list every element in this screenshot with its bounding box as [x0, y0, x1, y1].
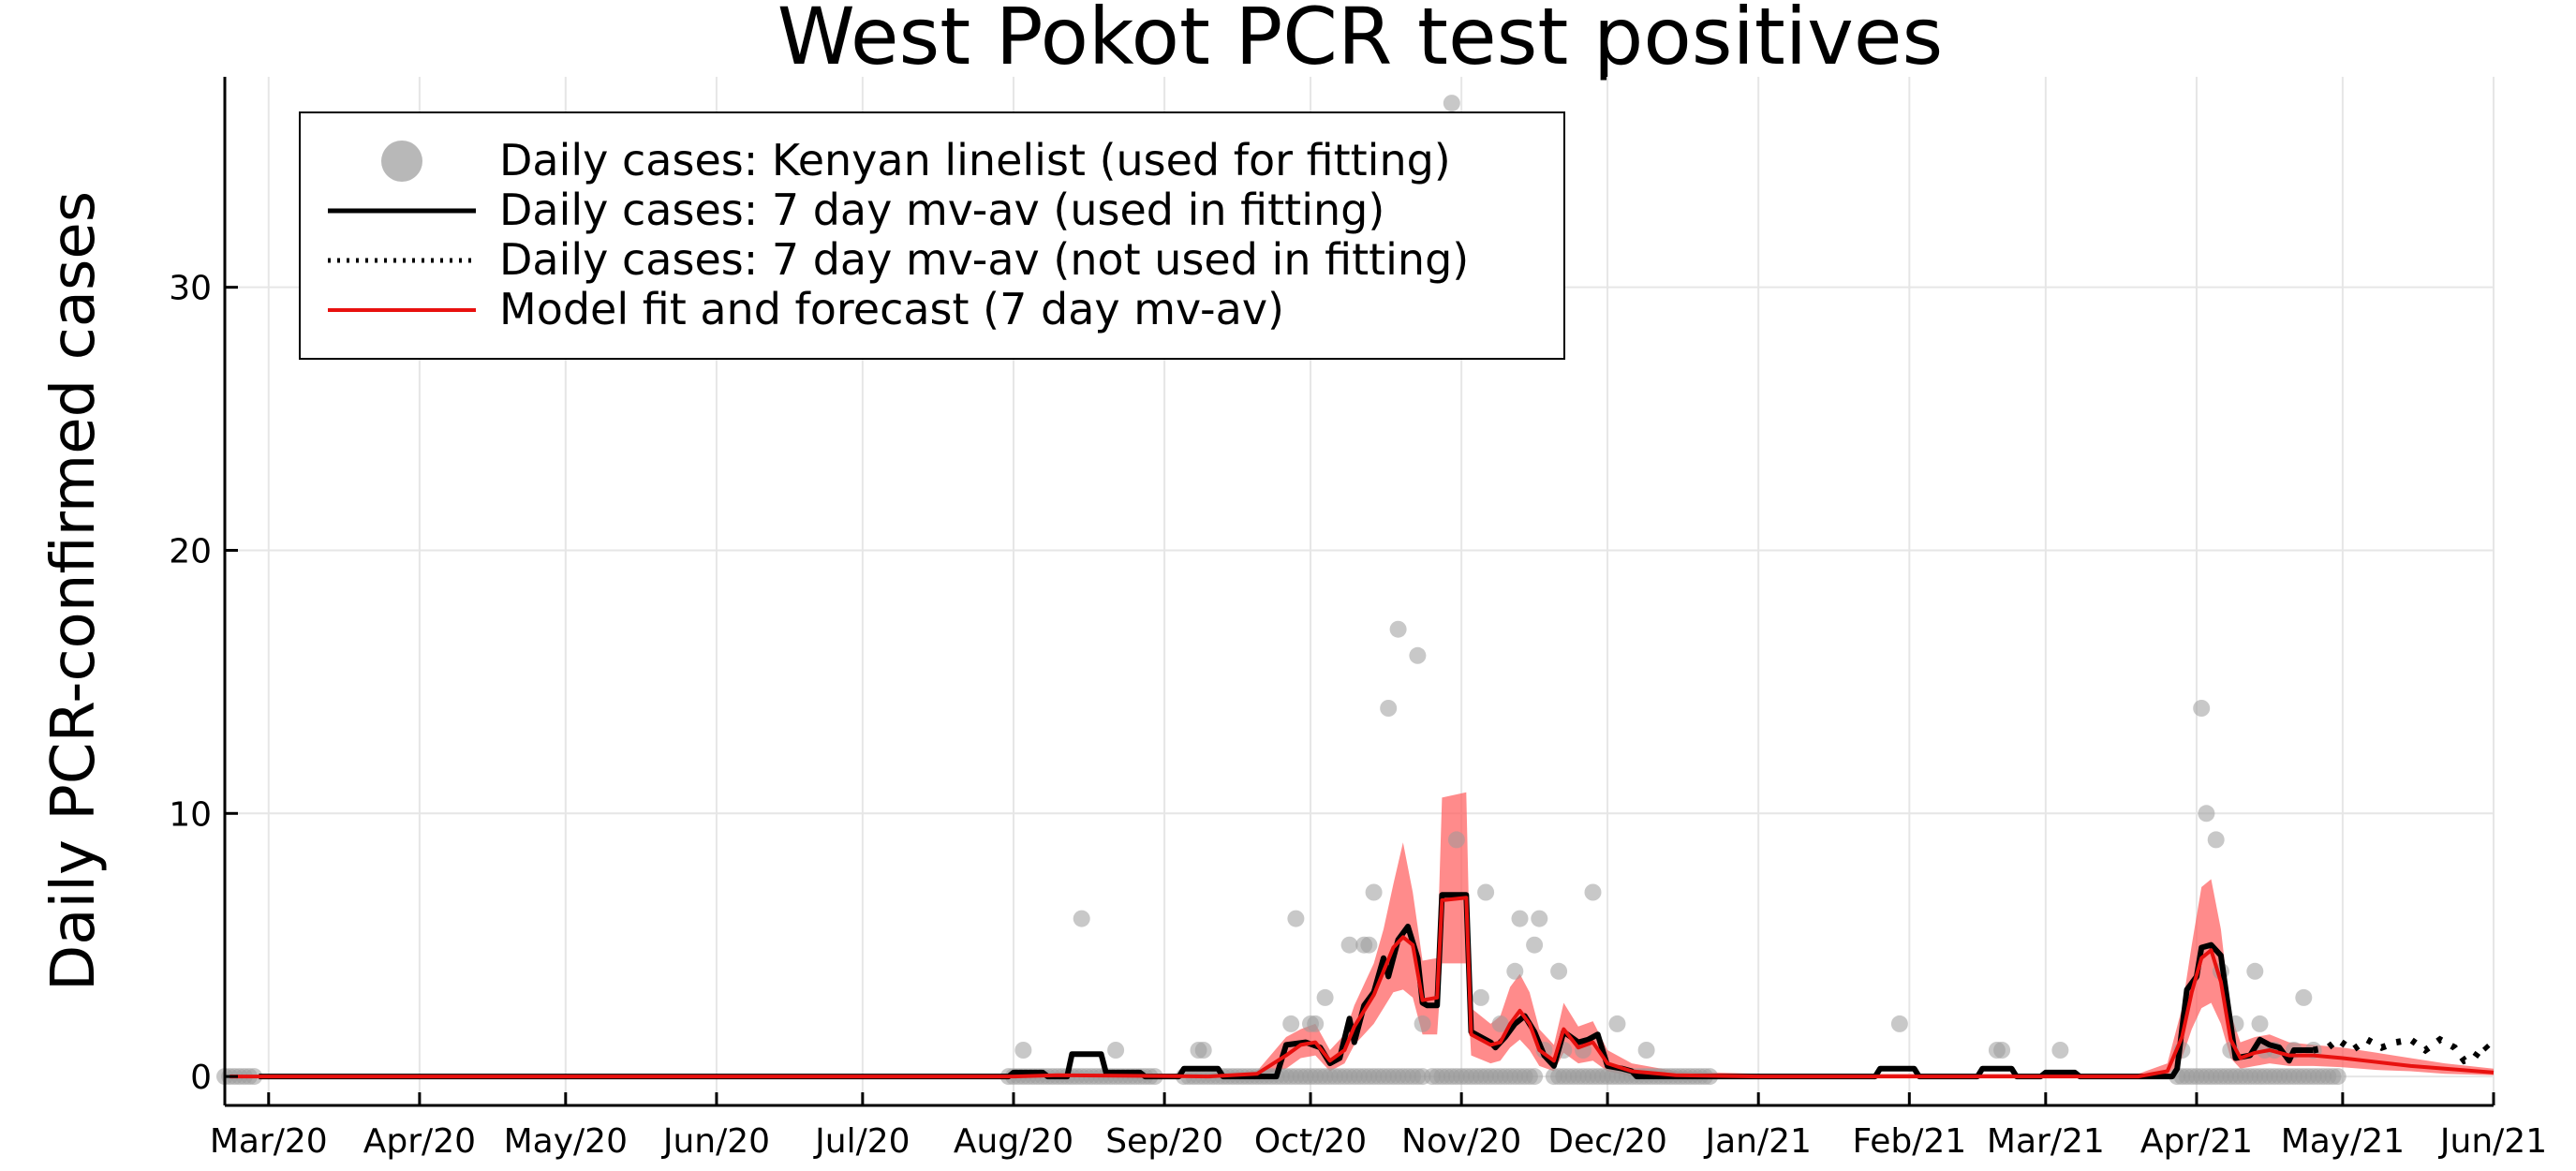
y-tick-label: 20 — [169, 532, 212, 571]
x-tick-label: Mar/21 — [1987, 1122, 2105, 1161]
case-point — [2193, 700, 2211, 717]
case-point — [1360, 936, 1378, 954]
legend-label-notused: Daily cases: 7 day mv-av (not used in fi… — [499, 234, 1469, 285]
x-tick-label: Aug/20 — [954, 1122, 1073, 1161]
x-tick-label: May/21 — [2281, 1122, 2405, 1161]
x-tick-label: Nov/20 — [1401, 1122, 1521, 1161]
case-point — [1073, 910, 1090, 927]
legend-label-used: Daily cases: 7 day mv-av (used in fittin… — [499, 185, 1384, 235]
case-point — [1414, 1015, 1431, 1032]
x-tick-label: May/20 — [504, 1122, 628, 1161]
case-point — [1380, 700, 1398, 717]
case-point — [1637, 1042, 1655, 1059]
legend-box — [299, 111, 1565, 360]
case-point — [1409, 646, 1427, 664]
legend-label-model: Model fit and forecast (7 day mv-av) — [499, 284, 1284, 334]
case-point — [1472, 988, 1489, 1006]
case-point — [1526, 1068, 1544, 1086]
x-tick-label: Oct/20 — [1254, 1122, 1367, 1161]
series-lines — [229, 892, 2496, 1080]
case-point — [1491, 1015, 1509, 1032]
case-point — [1531, 910, 1548, 927]
case-point — [1316, 988, 1334, 1006]
case-point — [1389, 620, 1407, 638]
y-tick-label: 0 — [190, 1059, 212, 1097]
y-axis-label: Daily PCR-confirmed cases — [39, 191, 109, 991]
mvav-not-used-line — [2313, 1035, 2496, 1065]
case-point — [1526, 936, 1544, 954]
legend: Daily cases: Kenyan linelist (used for f… — [299, 111, 1565, 360]
case-point — [1282, 1015, 1300, 1032]
axes: 0 10 20 30 Mar/20 Apr/20 May/20 Jun/20 Jul/20 Aug… — [169, 77, 2547, 1161]
case-point — [1890, 1015, 1908, 1032]
case-point — [1447, 831, 1465, 849]
case-point — [1993, 1042, 2011, 1059]
case-point — [1443, 95, 1460, 112]
case-point — [2207, 831, 2225, 849]
case-point — [1584, 883, 1602, 901]
daily-case-points — [216, 95, 2347, 1086]
model-fit-line — [229, 896, 2495, 1079]
x-tick-label: Apr/20 — [363, 1122, 476, 1161]
case-point — [2198, 805, 2215, 823]
x-tick-label: Jun/20 — [661, 1122, 770, 1161]
case-point — [1511, 910, 1529, 927]
y-tick-label: 10 — [169, 795, 212, 834]
x-tick-label: Mar/20 — [210, 1122, 328, 1161]
x-tick-label: Dec/20 — [1547, 1122, 1667, 1161]
case-point — [1107, 1042, 1125, 1059]
case-point — [2251, 1015, 2269, 1032]
legend-marker-points — [381, 141, 422, 182]
case-point — [1477, 883, 1495, 901]
x-tick-label: Apr/21 — [2140, 1122, 2253, 1161]
case-point — [1340, 936, 1358, 954]
x-tick-label: Jun/21 — [2438, 1122, 2547, 1161]
case-point — [2295, 988, 2313, 1006]
case-point — [2051, 1042, 2069, 1059]
case-point — [1365, 883, 1383, 901]
legend-label-points: Daily cases: Kenyan linelist (used for f… — [499, 135, 1451, 185]
case-point — [1608, 1015, 1626, 1032]
case-point — [1550, 962, 1568, 980]
case-point — [1287, 910, 1305, 927]
x-tick-label: Sep/20 — [1105, 1122, 1223, 1161]
case-point — [1194, 1042, 1212, 1059]
y-tick-label: 30 — [169, 270, 212, 308]
x-tick-label: Jan/21 — [1703, 1122, 1811, 1161]
case-point — [2246, 962, 2264, 980]
case-point — [1014, 1042, 1032, 1059]
case-point — [2329, 1068, 2347, 1086]
x-tick-label: Jul/20 — [813, 1122, 910, 1161]
mvav-used-line — [259, 892, 2314, 1080]
chart-title: West Pokot PCR test positives — [777, 0, 1944, 82]
case-point — [1506, 962, 1524, 980]
case-point — [1307, 1015, 1325, 1032]
x-tick-label: Feb/21 — [1852, 1122, 1966, 1161]
